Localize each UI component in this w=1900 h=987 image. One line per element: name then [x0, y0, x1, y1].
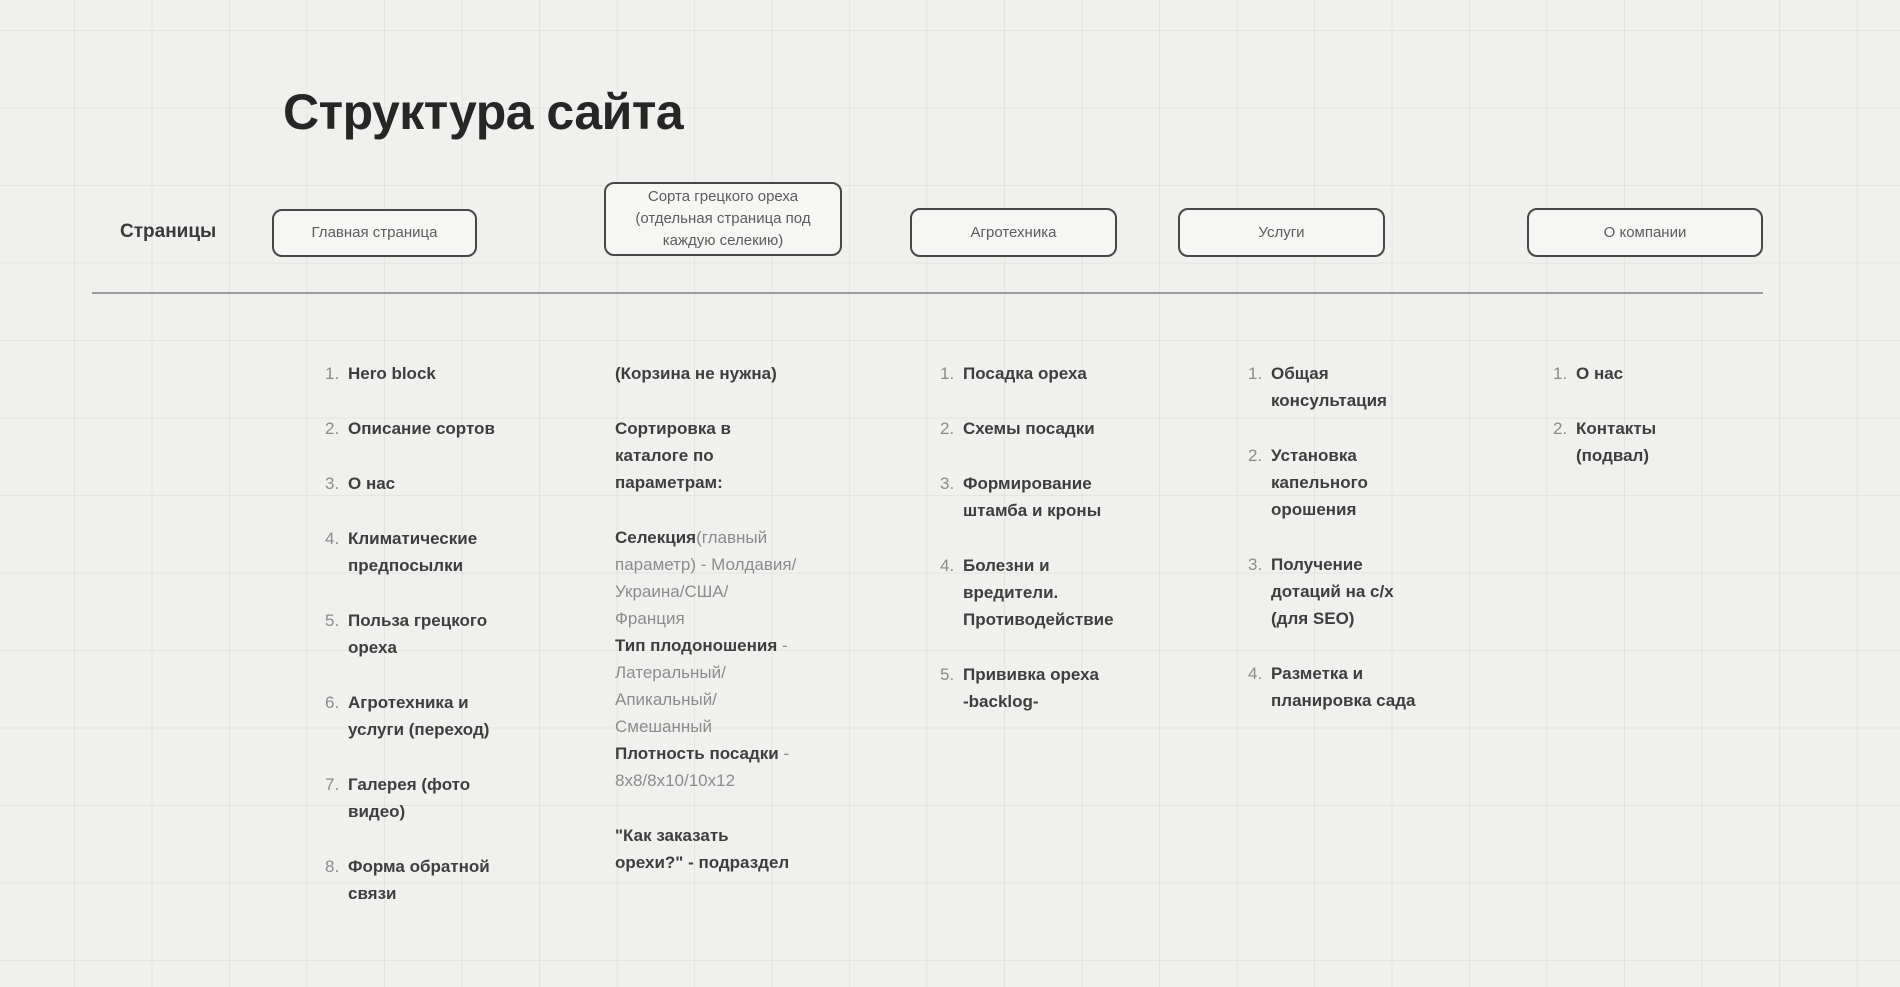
list-item: 2. Описание сортов: [325, 415, 515, 442]
item-number: 1.: [1248, 364, 1263, 383]
param-density-values: - 8x8/8x10/10x12: [615, 744, 790, 790]
list-item: 4. Разметка и планировка сада: [1248, 660, 1433, 714]
item-number: 2.: [1553, 419, 1568, 438]
item-text: Формирование штамба и кроны: [963, 474, 1102, 520]
list-about[interactable]: 1. О нас 2. Контакты (подвал): [1553, 360, 1733, 497]
note-how-to-order: "Как заказать орехи?" - подраздел: [615, 826, 790, 872]
item-text: Климатические предпосылки: [348, 529, 478, 575]
item-text: Описание сортов: [348, 419, 495, 438]
item-number: 1.: [325, 364, 340, 383]
item-number: 3.: [940, 474, 955, 493]
item-number: 2.: [325, 419, 340, 438]
item-number: 4.: [940, 556, 955, 575]
param-fruiting-label: Тип плодоношения: [615, 636, 778, 655]
list-item: 2. Установка капельного орошения: [1248, 442, 1433, 523]
item-text: Польза грецкого ореха: [348, 611, 488, 657]
item-text: Общая консультация: [1271, 364, 1387, 410]
list-item: 2. Схемы посадки: [940, 415, 1135, 442]
page-box-home[interactable]: Главная страница: [272, 209, 477, 257]
page-box-sorta[interactable]: Сорта грецкого ореха (отдельная страница…: [604, 182, 842, 256]
list-item: 1. Общая консультация: [1248, 360, 1433, 414]
list-agrotechnika[interactable]: 1. Посадка ореха 2. Схемы посадки 3. Формир…: [940, 360, 1135, 743]
item-number: 6.: [325, 693, 340, 712]
list-item: 5. Прививка ореха -backlog-: [940, 661, 1135, 715]
item-text: Посадка ореха: [963, 364, 1087, 383]
list-item: 7. Галерея (фото видео): [325, 771, 515, 825]
page-box-agrotechnika-label: Агротехника: [970, 223, 1057, 241]
page-box-about[interactable]: О компании: [1527, 208, 1763, 257]
item-text: Получение дотаций на с/х (для SEO): [1271, 555, 1394, 628]
item-text: Прививка ореха -backlog-: [963, 665, 1099, 711]
item-text: Контакты (подвал): [1576, 419, 1657, 465]
item-text: Галерея (фото видео): [348, 775, 471, 821]
list-item: 4. Климатические предпосылки: [325, 525, 515, 579]
item-number: 4.: [1248, 664, 1263, 683]
item-text: Агротехника и услуги (переход): [348, 693, 490, 739]
list-item: 1. Посадка ореха: [940, 360, 1135, 387]
item-number: 1.: [940, 364, 955, 383]
note-sorting-parameters: Селекция(главный параметр) - Молдавия/ У…: [615, 524, 830, 794]
item-number: 2.: [940, 419, 955, 438]
item-text: Болезни и вредители. Противодействие: [963, 556, 1114, 629]
param-selection-values: (главный параметр) - Молдавия/ Украина/С…: [615, 528, 797, 628]
item-text: Форма обратной связи: [348, 857, 490, 903]
page-box-sorta-label: Сорта грецкого ореха (отдельная страница…: [635, 188, 811, 249]
list-item: 4. Болезни и вредители. Противодействие: [940, 552, 1135, 633]
page-box-home-label: Главная страница: [311, 224, 438, 241]
page-box-about-label: О компании: [1603, 223, 1687, 241]
page-box-agrotechnika[interactable]: Агротехника: [910, 208, 1117, 257]
item-text: Hero block: [348, 364, 436, 383]
note-catalog-sorting: Сортировка в каталоге по параметрам:: [615, 419, 731, 492]
item-text: Разметка и планировка сада: [1271, 664, 1416, 710]
param-selection-label: Селекция: [615, 528, 697, 547]
list-item: 2. Контакты (подвал): [1553, 415, 1733, 469]
item-number: 1.: [1553, 364, 1568, 383]
note-no-cart: (Корзина не нужна): [615, 364, 777, 383]
list-sorta-notes[interactable]: (Корзина не нужна) Сортировка в каталоге…: [615, 360, 830, 904]
list-services[interactable]: 1. Общая консультация 2. Установка капельн…: [1248, 360, 1433, 742]
list-item: 1. Hero block: [325, 360, 515, 387]
item-number: 3.: [1248, 555, 1263, 574]
item-number: 8.: [325, 857, 340, 876]
page-box-services-label: Услуги: [1258, 223, 1305, 241]
item-number: 4.: [325, 529, 340, 548]
item-text: О нас: [1576, 364, 1624, 383]
page-title[interactable]: Структура сайта: [283, 84, 684, 140]
item-number: 5.: [325, 611, 340, 630]
item-number: 3.: [325, 474, 340, 493]
page-box-services[interactable]: Услуги: [1178, 208, 1385, 257]
divider-line: [92, 292, 1763, 294]
list-item: 6. Агротехника и услуги (переход): [325, 689, 515, 743]
item-number: 5.: [940, 665, 955, 684]
item-number: 2.: [1248, 446, 1263, 465]
list-item: 3. Формирование штамба и кроны: [940, 470, 1135, 524]
list-item: 8. Форма обратной связи: [325, 853, 515, 907]
param-fruiting-values: - Латеральный/ Апикальный/ Смешанный: [615, 636, 788, 736]
item-number: 7.: [325, 775, 340, 794]
list-item: 3. Получение дотаций на с/х (для SEO): [1248, 551, 1433, 632]
list-item: 5. Польза грецкого ореха: [325, 607, 515, 661]
list-item: 3. О нас: [325, 470, 515, 497]
list-item: 1. О нас: [1553, 360, 1733, 387]
param-density-label: Плотность посадки: [615, 744, 779, 763]
pages-label[interactable]: Страницы: [120, 221, 217, 242]
item-text: Схемы посадки: [963, 419, 1095, 438]
list-home[interactable]: 1. Hero block 2. Описание сортов 3. О нас 4…: [325, 360, 515, 935]
item-text: О нас: [348, 474, 396, 493]
item-text: Установка капельного орошения: [1271, 446, 1368, 519]
